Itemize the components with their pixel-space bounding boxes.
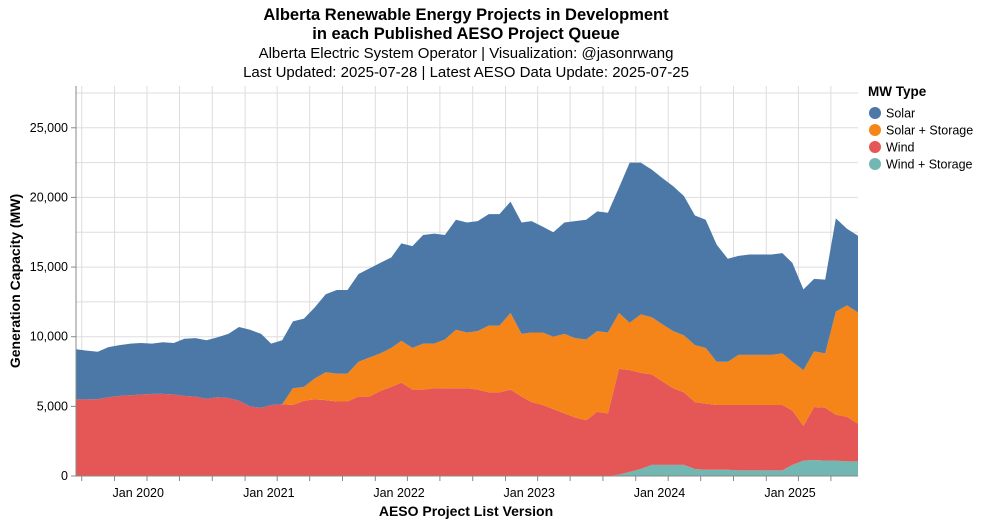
y-tick-label: 20,000 xyxy=(30,190,68,204)
legend-swatch xyxy=(869,141,881,153)
legend-swatch xyxy=(869,107,881,119)
area-solar-storage xyxy=(76,305,858,426)
legend-title: MW Type xyxy=(868,84,927,99)
legend-swatch xyxy=(869,158,881,170)
chart-title-line2: in each Published AESO Project Queue xyxy=(312,25,619,43)
chart-title: Alberta Renewable Energy Projects in Dev… xyxy=(263,6,669,24)
y-tick-label: 5,000 xyxy=(37,399,68,413)
y-tick-label: 25,000 xyxy=(30,121,68,135)
legend-label: Solar xyxy=(886,107,915,121)
x-tick-label: Jan 2022 xyxy=(373,486,424,500)
area-solar xyxy=(76,162,858,408)
area-series xyxy=(76,162,858,476)
x-tick-label: Jan 2024 xyxy=(634,486,685,500)
chart-titles: Alberta Renewable Energy Projects in Dev… xyxy=(243,6,689,81)
legend-label: Wind xyxy=(886,141,915,155)
y-tick-label: 10,000 xyxy=(30,330,68,344)
x-tick-label: Jan 2023 xyxy=(504,486,555,500)
area-wind-storage xyxy=(76,459,858,476)
x-tick-label: Jan 2020 xyxy=(113,486,164,500)
x-axis-title: AESO Project List Version xyxy=(379,503,553,519)
chart-subtitle: Alberta Electric System Operator | Visua… xyxy=(259,45,674,62)
y-tick-label: 15,000 xyxy=(30,260,68,274)
legend-label: Solar + Storage xyxy=(886,124,973,138)
x-tick-label: Jan 2021 xyxy=(243,486,294,500)
y-axis-title: Generation Capacity (MW) xyxy=(7,194,23,368)
x-tick-label: Jan 2025 xyxy=(764,486,815,500)
legend-swatch xyxy=(869,124,881,136)
chart-subtitle-line2: Last Updated: 2025-07-28 | Latest AESO D… xyxy=(243,64,689,81)
y-tick-label: 0 xyxy=(61,469,68,483)
legend: MW Type Solar Solar + Storage Wind Wind + S… xyxy=(868,84,973,172)
legend-label: Wind + Storage xyxy=(886,158,973,172)
axes: Jan 2020 Jan 2021 Jan 2022 Jan 2023 Jan 2024… xyxy=(30,86,858,500)
area-wind xyxy=(76,368,858,476)
